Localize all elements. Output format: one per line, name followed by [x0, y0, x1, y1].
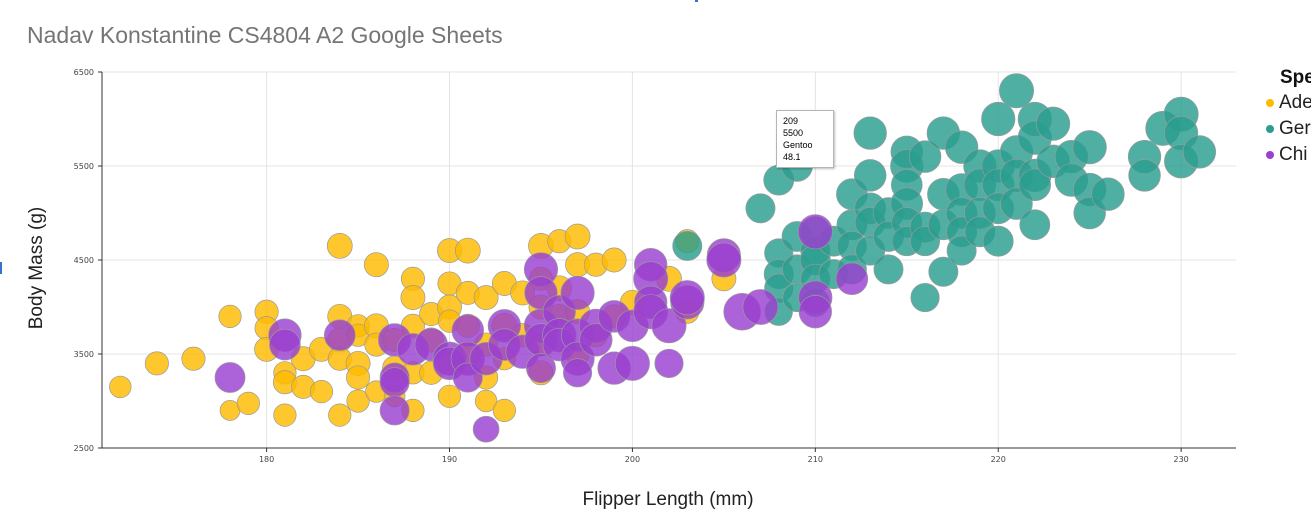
point-chinstrap[interactable] [379, 367, 410, 398]
tooltip-body-mass: 5500 [783, 128, 804, 138]
y-tick-label: 2500 [74, 444, 94, 453]
point-chinstrap[interactable] [835, 262, 869, 296]
point-chinstrap[interactable] [669, 280, 705, 316]
point-adelie[interactable] [492, 398, 516, 423]
point-adelie[interactable] [474, 389, 498, 413]
y-tick-label: 5500 [74, 162, 94, 171]
left-edge-marker [0, 262, 2, 274]
tooltip-flipper-length: 209 [783, 116, 799, 126]
point-adelie[interactable] [218, 304, 242, 329]
legend-dot-gentoo [1266, 125, 1274, 133]
point-chinstrap[interactable] [451, 314, 485, 347]
legend-label-adelie: Ade [1279, 92, 1311, 113]
point-adelie[interactable] [181, 346, 206, 371]
point-gentoo[interactable] [672, 230, 703, 261]
point-gentoo[interactable] [1128, 159, 1161, 192]
scatter-plot-area[interactable]: 180 190 200 210 220 230 2500 3500 4500 5500 6500 [0, 0, 1311, 497]
point-gentoo[interactable] [1036, 106, 1071, 141]
point-adelie[interactable] [454, 237, 481, 264]
y-tick-label: 6500 [74, 68, 94, 77]
point-adelie[interactable] [309, 379, 334, 404]
tick-labels: 180 190 200 210 220 230 2500 3500 4500 5500 6500 [74, 68, 1189, 464]
x-tick-label: 220 [991, 455, 1006, 464]
point-adelie[interactable] [437, 384, 462, 408]
point-adelie[interactable] [326, 233, 353, 259]
point-gentoo[interactable] [1182, 135, 1217, 169]
tooltip-species: Gentoo [783, 140, 813, 150]
point-gentoo[interactable] [908, 140, 942, 173]
legend-dot-chinstrap [1266, 151, 1274, 159]
point-chinstrap[interactable] [614, 345, 650, 381]
y-tick-label: 4500 [74, 256, 94, 265]
tooltip-bill-length: 48.1 [783, 152, 801, 162]
legend-dot-adelie [1266, 99, 1274, 107]
top-edge-marker [695, 0, 698, 2]
y-axis-label: Body Mass (g) [26, 206, 47, 330]
x-axis-label: Flipper Length (mm) [582, 489, 754, 510]
point-adelie[interactable] [346, 389, 370, 413]
point-chinstrap[interactable] [579, 323, 613, 357]
point-gentoo[interactable] [1072, 130, 1107, 165]
point-gentoo[interactable] [910, 283, 940, 313]
point-chinstrap[interactable] [562, 358, 593, 388]
legend-title: Spe [1280, 67, 1311, 88]
point-chinstrap[interactable] [560, 275, 595, 310]
point-chinstrap[interactable] [323, 319, 356, 352]
point-adelie[interactable] [400, 285, 426, 311]
point-chinstrap[interactable] [525, 353, 556, 384]
point-gentoo[interactable] [873, 254, 904, 285]
point-gentoo[interactable] [982, 225, 1014, 257]
point-gentoo[interactable] [1018, 168, 1052, 202]
data-tooltip: 209 5500 Gentoo 48.1 [776, 110, 834, 168]
x-tick-label: 180 [259, 455, 274, 464]
axes [98, 71, 1236, 452]
point-gentoo[interactable] [928, 256, 959, 287]
legend-label-chinstrap: Chi [1279, 144, 1308, 165]
point-gentoo[interactable] [946, 235, 977, 266]
point-adelie[interactable] [144, 351, 169, 376]
point-gentoo[interactable] [1091, 177, 1125, 211]
point-adelie[interactable] [346, 365, 371, 390]
point-chinstrap[interactable] [742, 289, 779, 325]
legend: Spe Ade Ger Chi [1264, 66, 1311, 168]
x-tick-label: 200 [625, 455, 640, 464]
point-chinstrap[interactable] [654, 348, 684, 378]
point-chinstrap[interactable] [214, 362, 246, 393]
point-chinstrap[interactable] [798, 295, 832, 329]
legend-item-chinstrap[interactable]: Chi [1264, 142, 1311, 168]
data-points [109, 73, 1217, 443]
point-adelie[interactable] [564, 223, 591, 250]
point-adelie[interactable] [601, 247, 627, 273]
point-gentoo[interactable] [853, 116, 887, 150]
point-chinstrap[interactable] [706, 242, 742, 278]
point-chinstrap[interactable] [379, 395, 410, 426]
point-adelie[interactable] [473, 285, 499, 311]
x-tick-label: 190 [442, 455, 457, 464]
x-tick-label: 210 [808, 455, 823, 464]
legend-item-gentoo[interactable]: Ger [1264, 116, 1311, 142]
point-gentoo[interactable] [853, 159, 887, 192]
point-gentoo[interactable] [999, 73, 1035, 109]
point-gentoo[interactable] [981, 101, 1016, 137]
point-gentoo[interactable] [1019, 209, 1051, 241]
point-adelie[interactable] [273, 403, 297, 427]
point-chinstrap[interactable] [651, 308, 687, 344]
legend-label-gentoo: Ger [1279, 118, 1311, 139]
x-tick-label: 230 [1173, 455, 1188, 464]
point-chinstrap[interactable] [269, 328, 301, 361]
point-chinstrap[interactable] [472, 415, 500, 443]
point-chinstrap[interactable] [797, 214, 833, 250]
point-gentoo[interactable] [745, 193, 776, 224]
y-tick-label: 3500 [74, 350, 94, 359]
point-adelie[interactable] [328, 403, 352, 427]
chart-title: Nadav Konstantine CS4804 A2 Google Sheet… [27, 22, 503, 48]
point-adelie[interactable] [363, 252, 389, 278]
legend-item-adelie[interactable]: Ade [1264, 90, 1311, 116]
point-adelie[interactable] [236, 391, 260, 415]
point-adelie[interactable] [109, 375, 132, 399]
